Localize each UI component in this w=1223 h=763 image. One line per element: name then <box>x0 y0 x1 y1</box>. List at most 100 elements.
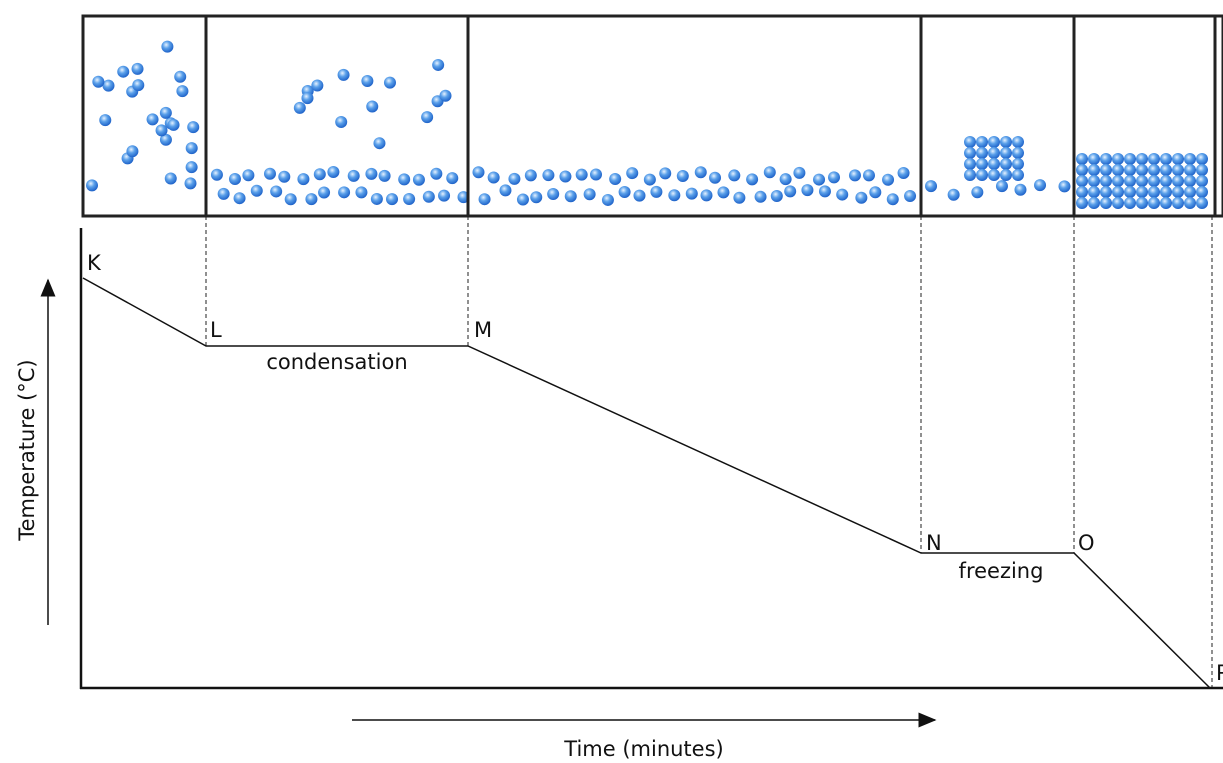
particle <box>1184 197 1196 209</box>
point-label: L <box>210 318 222 342</box>
particle <box>1160 164 1172 176</box>
particle <box>337 68 350 81</box>
particle <box>478 193 491 206</box>
particle <box>1136 175 1148 187</box>
particle <box>185 142 198 155</box>
particle <box>432 58 445 71</box>
particle <box>1088 197 1100 209</box>
particle <box>668 189 681 202</box>
particle <box>1112 164 1124 176</box>
particle <box>1124 197 1136 209</box>
particle <box>694 166 707 179</box>
particle <box>609 172 622 185</box>
particle <box>754 190 767 203</box>
particle <box>270 185 283 198</box>
phase-label: freezing <box>959 559 1044 583</box>
particle <box>700 189 713 202</box>
particle <box>904 190 917 203</box>
particle <box>733 191 746 204</box>
particle <box>1000 158 1012 170</box>
particle <box>976 136 988 148</box>
particle <box>1112 175 1124 187</box>
particle <box>438 189 451 202</box>
particle <box>1076 164 1088 176</box>
particle <box>472 166 485 179</box>
particle <box>1184 164 1196 176</box>
particle <box>964 147 976 159</box>
particle <box>386 193 399 206</box>
particle <box>1000 136 1012 148</box>
particle <box>187 121 200 134</box>
particle <box>685 187 698 200</box>
particle <box>487 171 500 184</box>
particle <box>564 190 577 203</box>
particle <box>1148 175 1160 187</box>
particle <box>717 186 730 199</box>
particle <box>1012 158 1024 170</box>
particle <box>1076 175 1088 187</box>
particle <box>1014 183 1027 196</box>
particle <box>589 168 602 181</box>
particle <box>155 124 168 137</box>
particle <box>174 70 187 83</box>
particle <box>1172 164 1184 176</box>
particle <box>422 190 435 203</box>
particle <box>855 191 868 204</box>
particle <box>947 188 960 201</box>
particle <box>1184 153 1196 165</box>
particle <box>293 101 306 114</box>
particle <box>1160 197 1172 209</box>
particle <box>250 184 263 197</box>
particle <box>516 193 529 206</box>
guide-lines <box>205 216 1213 688</box>
particle <box>131 62 144 75</box>
particle <box>882 173 895 186</box>
particle <box>897 166 910 179</box>
particle <box>988 169 1000 181</box>
particle <box>1000 147 1012 159</box>
particle <box>626 167 639 180</box>
particles <box>86 40 1208 209</box>
particle <box>430 167 443 180</box>
particle <box>1136 186 1148 198</box>
particle <box>86 179 99 192</box>
particle <box>964 169 976 181</box>
particle <box>770 190 783 203</box>
particle <box>988 147 1000 159</box>
particle <box>1100 164 1112 176</box>
particle <box>297 173 310 186</box>
particle <box>1088 164 1100 176</box>
particle <box>676 170 689 183</box>
particle <box>1196 186 1208 198</box>
particle <box>1196 197 1208 209</box>
particle <box>801 184 814 197</box>
particle <box>365 167 378 180</box>
particle <box>1076 153 1088 165</box>
particle <box>1100 175 1112 187</box>
particle <box>117 65 130 78</box>
particle <box>1148 153 1160 165</box>
particle <box>818 185 831 198</box>
particle <box>164 172 177 185</box>
particle <box>439 89 452 102</box>
particle <box>318 186 331 199</box>
particle <box>284 193 297 206</box>
state-boxes <box>81 14 1223 218</box>
particle <box>1112 197 1124 209</box>
particle <box>964 158 976 170</box>
particle <box>233 192 246 205</box>
particle <box>976 147 988 159</box>
particle <box>126 145 139 158</box>
particle <box>361 74 374 87</box>
particle <box>1124 175 1136 187</box>
particle <box>1012 136 1024 148</box>
particle <box>1148 197 1160 209</box>
particle <box>524 169 537 182</box>
particle <box>633 189 646 202</box>
particle <box>925 180 938 193</box>
x-axis-label: Time (minutes) <box>563 737 723 761</box>
particle <box>618 185 631 198</box>
particle <box>763 166 776 179</box>
particle <box>1136 153 1148 165</box>
